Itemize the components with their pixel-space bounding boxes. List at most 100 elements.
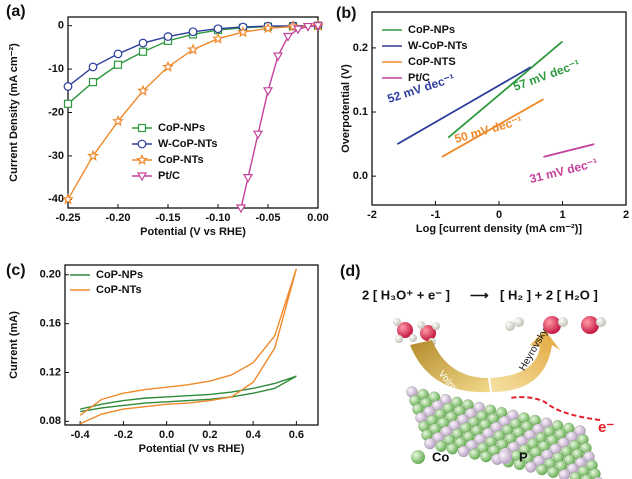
legend-label: Pt/C	[408, 72, 430, 84]
legend-p	[498, 450, 512, 464]
panel-label: (b)	[336, 5, 356, 22]
marker	[112, 114, 124, 127]
series-line	[79, 375, 297, 413]
marker	[188, 27, 198, 37]
p-atom	[558, 469, 571, 479]
nanotube	[406, 386, 603, 479]
co-atom	[547, 466, 559, 478]
marker	[113, 49, 123, 59]
y-tick-label: 0.12	[40, 366, 61, 378]
marker	[292, 25, 304, 35]
co-atom	[513, 458, 526, 471]
marker	[87, 149, 99, 161]
panel-label: (c)	[6, 262, 26, 279]
electron-label: e⁻	[598, 419, 614, 436]
slope-annotation: 50 mV dec⁻¹	[453, 113, 524, 146]
x-tick-label: 1	[559, 209, 565, 221]
products: [ H₂ ] + 2 [ H₂O ]	[500, 287, 598, 302]
marker	[262, 87, 274, 97]
marker	[88, 62, 98, 72]
legend-label: CoP-NTs	[158, 154, 204, 166]
x-tick-label: 0.0	[159, 429, 174, 441]
p-atom	[457, 445, 470, 458]
y-tick-label: -40	[48, 193, 64, 205]
marker	[272, 52, 284, 62]
legend-label: CoP-NTS	[408, 56, 456, 68]
legend-label: CoP-NPs	[408, 24, 455, 36]
series-line	[396, 66, 532, 145]
co-atom	[480, 450, 492, 463]
marker	[88, 78, 98, 87]
reactants: 2 [ H₃O⁺ + e⁻ ]	[362, 287, 450, 302]
co-atom	[435, 440, 447, 452]
x-tick-label: 0.6	[289, 429, 304, 441]
marker	[262, 22, 274, 34]
legend-label: Co	[432, 449, 449, 464]
marker	[252, 130, 264, 140]
marker	[62, 193, 74, 205]
y-axis-label: Current Density (mA cm⁻²)	[8, 43, 20, 182]
marker	[163, 32, 173, 41]
y-tick-label: 0.1	[353, 106, 368, 118]
co-atom	[581, 474, 593, 479]
y-tick-label: 0.08	[40, 415, 61, 427]
co-atom	[469, 448, 481, 460]
y-tick-label: 0.20	[40, 269, 61, 281]
y-tick-label: -20	[48, 106, 64, 118]
co-atom	[536, 463, 548, 476]
legend-label: W-CoP-NTs	[158, 138, 217, 150]
volmer-arrow	[410, 340, 490, 393]
products-molecules	[505, 316, 606, 334]
panel-label: (d)	[340, 263, 360, 280]
y-tick-label: -30	[48, 150, 64, 162]
x-tick-label: 2	[623, 209, 629, 221]
marker	[63, 99, 73, 108]
x-tick-label: 0.4	[245, 429, 261, 441]
electron-path	[509, 396, 601, 421]
marker	[312, 22, 324, 31]
co-atom	[589, 468, 601, 479]
marker	[136, 172, 148, 182]
y-tick-label: -10	[48, 63, 64, 75]
y-axis-label: Current (mA)	[8, 311, 20, 379]
marker	[113, 60, 123, 69]
legend-label: CoP-NPs	[96, 269, 143, 281]
p-atom	[424, 437, 436, 450]
x-axis-label: Potential (V vs RHE)	[139, 443, 245, 455]
marker	[136, 153, 148, 166]
plot-frame	[64, 264, 319, 426]
x-tick-label: 0	[496, 209, 502, 221]
panel-label: (a)	[6, 3, 26, 20]
marker	[137, 139, 147, 149]
legend-label: CoP-NPs	[158, 122, 205, 134]
reaction-arrow: ⟶	[470, 287, 489, 302]
x-axis-label: Potential (V vs RHE)	[140, 226, 246, 238]
marker	[162, 60, 174, 72]
series-line	[79, 268, 298, 425]
marker	[242, 174, 254, 183]
marker	[63, 82, 73, 91]
marker	[302, 22, 314, 32]
x-tick-label: -1	[431, 209, 441, 221]
series-line	[543, 143, 595, 158]
y-tick-label: 0.2	[353, 42, 368, 54]
x-tick-label: -0.20	[105, 212, 130, 224]
x-axis-label: Log [current density (mA cm⁻²)]	[416, 223, 582, 235]
mechanism-diagram: (d) 2 [ H₃O⁺ + e⁻ ] ⟶ [ H₂ ] + 2 [ H₂O ]…	[340, 263, 614, 479]
series-line	[441, 98, 544, 158]
x-tick-label: -2	[367, 209, 377, 221]
legend-label: CoP-NTs	[96, 284, 142, 296]
x-tick-label: -0.05	[255, 212, 280, 224]
x-tick-label: 0.2	[202, 429, 217, 441]
marker	[235, 204, 247, 214]
marker	[137, 84, 149, 96]
co-atom	[569, 471, 582, 479]
marker	[213, 24, 223, 34]
x-tick-label: -0.10	[205, 212, 230, 224]
heyrovsky-arrow	[490, 330, 560, 392]
y-tick-label: 0.16	[40, 318, 61, 330]
p-atom	[525, 461, 537, 473]
co-atom	[446, 443, 459, 455]
x-tick-label: -0.25	[55, 212, 80, 224]
